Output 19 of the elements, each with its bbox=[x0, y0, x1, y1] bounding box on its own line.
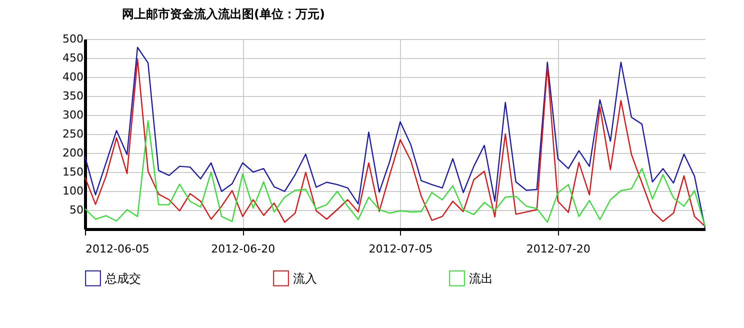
legend-label: 流入 bbox=[293, 271, 317, 286]
y-tick-label: 250 bbox=[62, 128, 84, 140]
y-tick-label: 300 bbox=[62, 108, 84, 122]
y-tick-label: 450 bbox=[62, 52, 84, 64]
legend-label: 流出 bbox=[469, 271, 493, 286]
y-tick-label: 100 bbox=[62, 184, 84, 198]
chart-title: 网上邮市资金流入流出图(单位：万元) bbox=[122, 7, 325, 21]
line-series bbox=[84, 120, 706, 227]
y-tick-label: 200 bbox=[62, 146, 84, 160]
y-tick-label: 350 bbox=[62, 90, 84, 102]
y-tick-label: 150 bbox=[62, 166, 84, 178]
x-tick-label: 2012-07-05 bbox=[368, 242, 433, 256]
legend-label: 总成交 bbox=[104, 271, 141, 286]
y-tick-label: 50 bbox=[70, 204, 84, 216]
x-tick-label: 2012-06-05 bbox=[86, 242, 150, 256]
y-tick-label: 400 bbox=[62, 70, 84, 84]
y-tick-label: 500 bbox=[62, 32, 84, 46]
x-tick-label: 2012-06-20 bbox=[211, 242, 276, 256]
x-tick-label: 2012-07-20 bbox=[526, 242, 590, 256]
